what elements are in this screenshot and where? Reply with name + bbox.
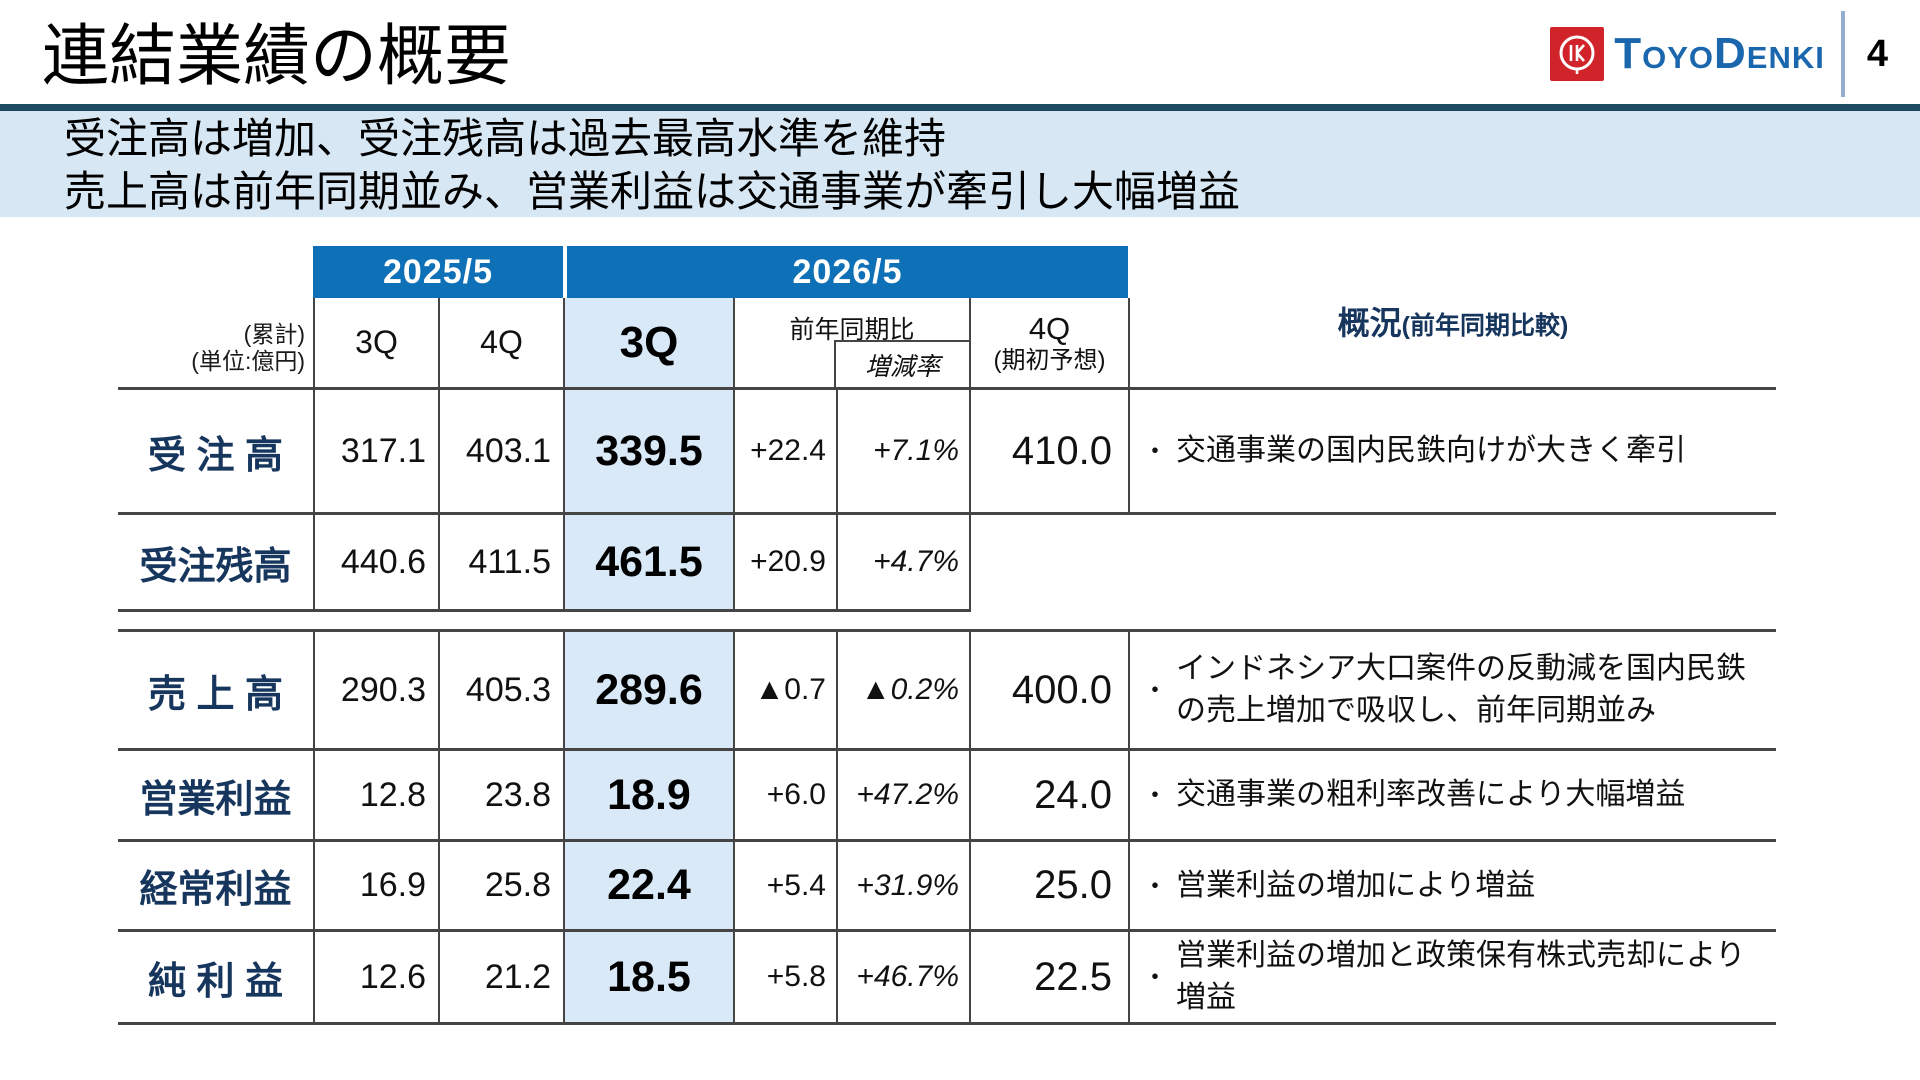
bullet-icon: ・ bbox=[1142, 436, 1169, 466]
value-q3-current: 289.6 bbox=[563, 629, 733, 751]
yoy-rate-label: 増減率 bbox=[834, 340, 969, 387]
brand-letter: D bbox=[1714, 29, 1747, 78]
value-q3-current: 18.9 bbox=[563, 751, 733, 842]
overview-label: 概況 bbox=[1337, 305, 1402, 341]
note-text: インドネシア大口案件の反動減を国内民鉄の売上増加で吸収し、前年同期並み bbox=[1176, 652, 1746, 727]
bullet-icon: ・ bbox=[1142, 870, 1169, 901]
row-note: ・ 営業利益の増加により増益 bbox=[1128, 842, 1776, 932]
row-label: 営業利益 bbox=[118, 751, 313, 842]
value-yoy-diff: +20.9 bbox=[733, 515, 836, 612]
row-label: 受注残高 bbox=[118, 515, 313, 612]
forecast-label-line1: 4Q bbox=[1028, 310, 1071, 346]
bullet-icon: ・ bbox=[1142, 780, 1169, 810]
value-q3-current: 18.5 bbox=[563, 932, 733, 1025]
value-q4-forecast: 22.5 bbox=[971, 932, 1128, 1025]
header-q3-prev: 3Q bbox=[313, 298, 438, 390]
row-note: ・ 交通事業の国内民鉄向けが大きく牽引 bbox=[1128, 390, 1776, 515]
value-q3-current: 22.4 bbox=[563, 842, 733, 932]
band-spacer bbox=[118, 246, 313, 298]
value-q4-prev: 403.1 bbox=[438, 390, 563, 515]
value-q4-prev: 411.5 bbox=[438, 515, 563, 612]
value-yoy-diff: ▲0.7 bbox=[733, 629, 836, 751]
table-block-gap bbox=[118, 612, 1776, 629]
value-q3-prev: 12.6 bbox=[313, 932, 438, 1025]
value-yoy-rate: ▲0.2% bbox=[836, 629, 971, 751]
value-yoy-diff: +6.0 bbox=[733, 751, 836, 842]
value-q3-current: 339.5 bbox=[563, 390, 733, 515]
forecast-label-line2: (期初予想) bbox=[993, 346, 1106, 374]
toyo-denki-emblem-icon bbox=[1550, 27, 1605, 81]
brand-letters: OYO bbox=[1642, 40, 1714, 75]
value-q3-prev: 440.6 bbox=[313, 515, 438, 612]
value-q4-forecast-empty bbox=[971, 515, 1128, 612]
value-yoy-diff: +5.4 bbox=[733, 842, 836, 932]
value-q4-prev: 23.8 bbox=[438, 751, 563, 842]
unit-note: (累計) (単位:億円) bbox=[118, 298, 313, 390]
page-number: 4 bbox=[1866, 32, 1888, 75]
results-table: 2025/5 2026/5 (累計) (単位:億円) 3Q 4Q 3Q 前年同期… bbox=[118, 246, 1776, 1025]
header-q4-forecast: 4Q (期初予想) bbox=[971, 298, 1128, 390]
value-yoy-diff: +5.8 bbox=[733, 932, 836, 1025]
header-overview: 概況 (前年同期比較) bbox=[1128, 298, 1776, 390]
band-spacer bbox=[1128, 246, 1776, 298]
value-q4-forecast: 410.0 bbox=[971, 390, 1128, 515]
row-note: ・ 営業利益の増加と政策保有株式売却により増益 bbox=[1128, 932, 1776, 1025]
bullet-icon: ・ bbox=[1142, 962, 1169, 992]
header-yoy: 前年同期比 増減率 bbox=[733, 298, 971, 390]
value-q3-current: 461.5 bbox=[563, 515, 733, 612]
value-q3-prev: 12.8 bbox=[313, 751, 438, 842]
value-q4-prev: 25.8 bbox=[438, 842, 563, 932]
row-label: 受 注 高 bbox=[118, 390, 313, 515]
fy-current-header: 2026/5 bbox=[567, 246, 1128, 298]
row-label: 純 利 益 bbox=[118, 932, 313, 1025]
value-q4-forecast: 25.0 bbox=[971, 842, 1128, 932]
summary-line-2: 売上高は前年同期並み、営業利益は交通事業が牽引し大幅増益 bbox=[64, 168, 1241, 215]
row-note: ・ インドネシア大口案件の反動減を国内民鉄の売上増加で吸収し、前年同期並み bbox=[1128, 629, 1776, 751]
page-title: 連結業績の概要 bbox=[42, 19, 511, 94]
value-q4-forecast: 400.0 bbox=[971, 629, 1128, 751]
value-q3-prev: 317.1 bbox=[313, 390, 438, 515]
value-yoy-rate: +46.7% bbox=[836, 932, 971, 1025]
unit-note-line1: (累計) bbox=[243, 321, 305, 347]
title-rule bbox=[0, 104, 1920, 111]
note-text: 営業利益の増加により増益 bbox=[1176, 868, 1536, 902]
bullet-icon: ・ bbox=[1142, 675, 1169, 705]
brand-letter: T bbox=[1614, 29, 1643, 78]
page-number-divider bbox=[1840, 11, 1845, 97]
brand-letters: ENKI bbox=[1746, 40, 1825, 75]
fy-prev-header: 2025/5 bbox=[313, 246, 563, 298]
value-yoy-rate: +47.2% bbox=[836, 751, 971, 842]
header-right: T OYO D ENKI 4 bbox=[1550, 8, 1894, 100]
value-q4-forecast: 24.0 bbox=[971, 751, 1128, 842]
value-q3-prev: 290.3 bbox=[313, 629, 438, 751]
note-text: 交通事業の国内民鉄向けが大きく牽引 bbox=[1176, 434, 1686, 467]
value-q3-prev: 16.9 bbox=[313, 842, 438, 932]
value-q4-prev: 405.3 bbox=[438, 629, 563, 751]
unit-note-line2: (単位:億円) bbox=[191, 348, 305, 374]
header-q4-prev: 4Q bbox=[438, 298, 563, 390]
row-label: 売 上 高 bbox=[118, 629, 313, 751]
row-label: 経常利益 bbox=[118, 842, 313, 932]
row-note: ・ 交通事業の粗利率改善により大幅増益 bbox=[1128, 751, 1776, 842]
value-q4-prev: 21.2 bbox=[438, 932, 563, 1025]
summary-banner: 受注高は増加、受注残高は過去最高水準を維持 売上高は前年同期並み、営業利益は交通… bbox=[0, 111, 1920, 217]
yoy-label: 前年同期比 bbox=[789, 316, 915, 344]
value-yoy-rate: +7.1% bbox=[836, 390, 971, 515]
summary-line-1: 受注高は増加、受注残高は過去最高水準を維持 bbox=[64, 115, 947, 162]
company-logo: T OYO D ENKI bbox=[1550, 27, 1825, 81]
note-text: 交通事業の粗利率改善により大幅増益 bbox=[1176, 778, 1686, 811]
header-q3-current: 3Q bbox=[563, 298, 733, 390]
note-text: 営業利益の増加と政策保有株式売却により増益 bbox=[1176, 939, 1746, 1014]
row-note-empty bbox=[1128, 515, 1776, 612]
brand-wordmark: T OYO D ENKI bbox=[1614, 29, 1825, 79]
value-yoy-rate: +4.7% bbox=[836, 515, 971, 612]
value-yoy-rate: +31.9% bbox=[836, 842, 971, 932]
overview-sublabel: (前年同期比較) bbox=[1401, 312, 1569, 340]
value-yoy-diff: +22.4 bbox=[733, 390, 836, 515]
